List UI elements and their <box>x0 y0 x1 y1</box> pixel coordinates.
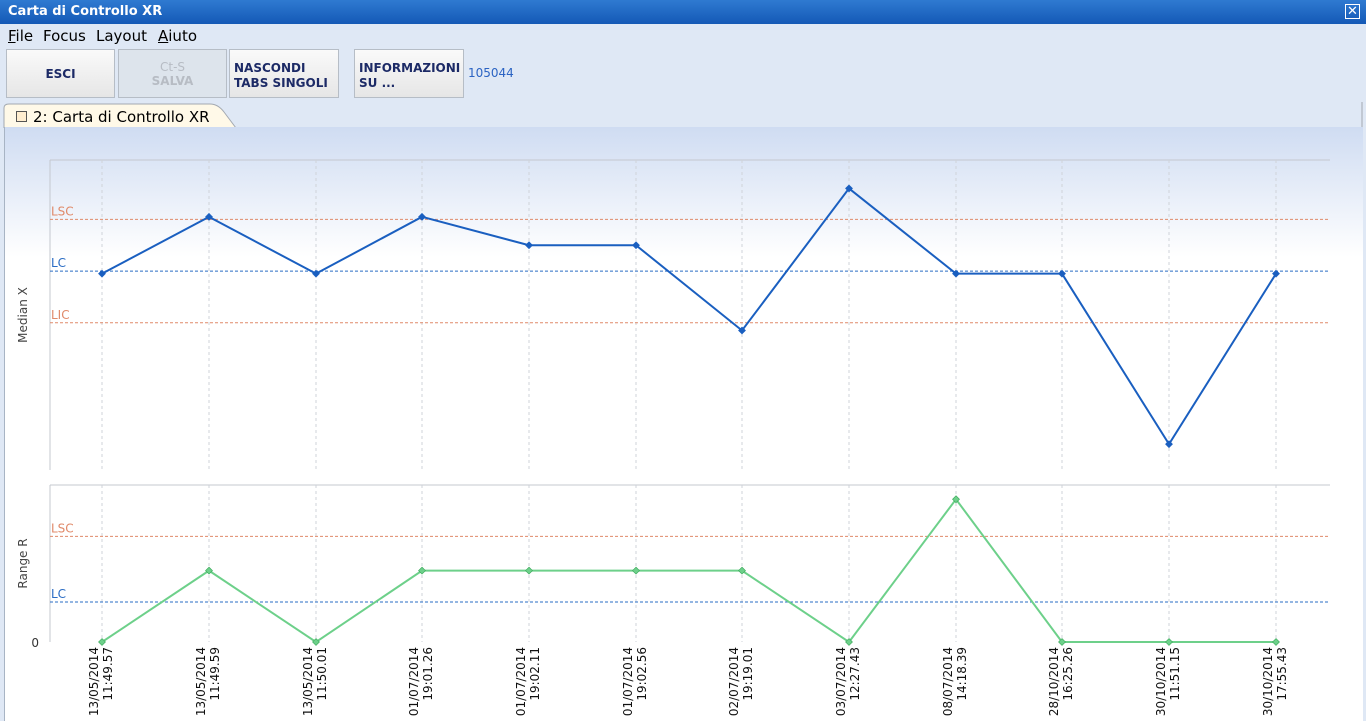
x-tick-label-group: 30/10/2014 17:55.43 <box>1261 647 1289 716</box>
x-tick-time: 19:19.01 <box>741 647 755 701</box>
data-point <box>952 269 960 278</box>
x-tick-label-group: 13/05/2014 11:49.59 <box>194 647 222 716</box>
x-tick-time: 14:18.39 <box>955 647 969 701</box>
data-point <box>418 212 426 221</box>
x-tick-time: 19:01.26 <box>421 647 435 701</box>
data-point <box>1165 440 1173 449</box>
x-tick-date: 30/10/2014 <box>1261 647 1275 716</box>
data-point <box>738 566 746 575</box>
x-tick-date: 02/07/2014 <box>727 647 741 716</box>
salva-label: SALVA <box>151 74 194 88</box>
data-point <box>1058 269 1066 278</box>
limit-label-lsc: LSC <box>51 521 74 535</box>
x-tick-date: 28/10/2014 <box>1047 647 1061 716</box>
record-id: 105044 <box>468 66 514 80</box>
data-point <box>952 495 960 504</box>
x-tick-time: 12:27.43 <box>848 647 862 701</box>
data-point <box>312 638 320 646</box>
salva-button[interactable]: Ct-S SALVA <box>118 49 227 98</box>
menu-focus[interactable]: Focus <box>43 27 86 45</box>
data-point <box>1272 638 1280 646</box>
data-point <box>845 184 853 193</box>
info-label-2: SU ... <box>359 76 396 90</box>
x-tick-time: 19:02.11 <box>528 647 542 701</box>
x-tick-time: 11:49.59 <box>208 647 222 701</box>
nascondi-label-2: TABS SINGOLI <box>234 76 328 90</box>
data-point <box>418 566 426 575</box>
y-axis-label: Range R <box>16 538 30 588</box>
data-point <box>525 241 533 250</box>
x-tick-time: 11:50.01 <box>315 647 329 701</box>
x-tick-date: 13/05/2014 <box>301 647 315 716</box>
x-tick-time: 11:49.57 <box>101 647 115 701</box>
x-tick-time: 16:25.26 <box>1061 647 1075 701</box>
x-tick-label-group: 13/05/2014 11:50.01 <box>301 647 329 716</box>
y-tick-label: 0 <box>31 636 39 650</box>
data-point <box>98 638 106 646</box>
tab-carta-controllo[interactable]: 2: Carta di Controllo XR <box>5 105 225 128</box>
data-point <box>98 269 106 278</box>
x-tick-label-group: 01/07/2014 19:01.26 <box>407 647 435 716</box>
data-point <box>1058 638 1066 646</box>
data-point <box>205 212 213 221</box>
x-tick-label-group: 01/07/2014 19:02.56 <box>621 647 649 716</box>
nascondi-label-1: NASCONDI <box>234 61 306 75</box>
limit-label-lc: LC <box>51 587 66 601</box>
nascondi-tabs-button[interactable]: NASCONDI TABS SINGOLI <box>229 49 339 98</box>
data-point <box>1165 638 1173 646</box>
close-icon[interactable]: ✕ <box>1345 4 1360 19</box>
x-tick-time: 17:55.43 <box>1275 647 1289 701</box>
x-tick-date: 30/10/2014 <box>1154 647 1168 716</box>
salva-shortcut: Ct-S <box>159 60 186 74</box>
series-line <box>101 497 1276 644</box>
limit-label-lic: LIC <box>51 308 70 322</box>
window-title: Carta di Controllo XR <box>8 4 163 19</box>
x-tick-date: 01/07/2014 <box>621 647 635 716</box>
x-tick-time: 19:02.56 <box>635 647 649 701</box>
tab-strip: 2: Carta di Controllo XR <box>0 102 1366 128</box>
y-axis-label: Median X <box>16 287 30 343</box>
x-tick-time: 11:51.15 <box>1168 647 1182 701</box>
x-tick-date: 01/07/2014 <box>407 647 421 716</box>
x-tick-label-group: 30/10/2014 11:51.15 <box>1154 647 1182 716</box>
tab-square-icon <box>16 111 27 122</box>
toolbar: ESCI Ct-S SALVA NASCONDI TABS SINGOLI IN… <box>0 46 1366 102</box>
esci-button[interactable]: ESCI <box>6 49 115 98</box>
data-point <box>632 566 640 575</box>
x-tick-label-group: 13/05/2014 11:49.57 <box>87 647 115 716</box>
limit-label-lc: LC <box>51 256 66 270</box>
informazioni-button[interactable]: INFORMAZIONI SU ... <box>354 49 464 98</box>
data-point <box>525 566 533 575</box>
data-point <box>632 241 640 250</box>
x-tick-label-group: 03/07/2014 12:27.43 <box>834 647 862 716</box>
chart-area: LSC LC LIC Median X LSC LC Range R 0 13/05/2014 1… <box>4 127 1363 721</box>
x-tick-label-group: 01/07/2014 19:02.11 <box>514 647 542 716</box>
data-point <box>1272 269 1280 278</box>
data-point <box>312 269 320 278</box>
limit-label-lsc: LSC <box>51 204 74 218</box>
series-line <box>101 186 1277 447</box>
x-tick-label-group: 28/10/2014 16:25.26 <box>1047 647 1075 716</box>
data-point <box>205 566 213 575</box>
esci-label: ESCI <box>45 67 76 81</box>
menu-file[interactable]: File <box>8 27 34 45</box>
title-bar: Carta di Controllo XR ✕ <box>0 0 1366 24</box>
x-tick-date: 01/07/2014 <box>514 647 528 716</box>
x-tick-label-group: 08/07/2014 14:18.39 <box>941 647 969 716</box>
x-tick-date: 08/07/2014 <box>941 647 955 716</box>
x-tick-date: 13/05/2014 <box>87 647 101 716</box>
tab-label: 2: Carta di Controllo XR <box>33 108 210 126</box>
info-label-1: INFORMAZIONI <box>359 61 461 75</box>
data-point <box>738 326 746 335</box>
x-tick-label-group: 02/07/2014 19:19.01 <box>727 647 755 716</box>
x-tick-date: 13/05/2014 <box>194 647 208 716</box>
menu-bar: File Focus Layout Aiuto <box>0 24 1366 46</box>
x-tick-date: 03/07/2014 <box>834 647 848 716</box>
menu-layout[interactable]: Layout <box>96 27 147 45</box>
data-point <box>845 638 853 646</box>
menu-aiuto[interactable]: Aiuto <box>158 27 197 45</box>
